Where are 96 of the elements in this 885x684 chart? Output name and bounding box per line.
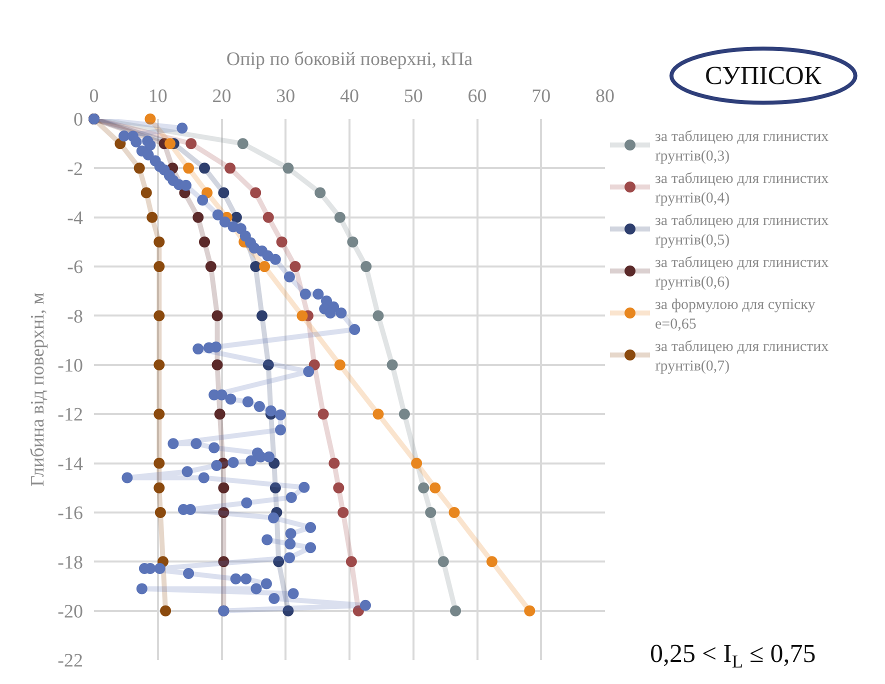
point xyxy=(372,408,384,420)
point xyxy=(154,506,166,518)
text: 0,25 < I$_{L}$ ≤ 0,75 xyxy=(650,639,816,672)
y-tick-label: -8 xyxy=(67,306,83,328)
legend-label: за таблицею для глинистих ґрунтів(0,3) xyxy=(655,129,830,165)
point xyxy=(276,236,288,248)
point xyxy=(334,212,346,223)
point xyxy=(425,506,436,518)
point xyxy=(360,261,372,272)
x-tick-label: 0 xyxy=(89,86,99,108)
point xyxy=(154,359,165,370)
point xyxy=(270,482,281,494)
x-tick-label: 30 xyxy=(276,86,296,108)
point xyxy=(398,408,410,420)
point xyxy=(333,482,344,494)
point xyxy=(237,138,248,150)
point xyxy=(411,458,422,469)
point xyxy=(450,605,462,616)
point xyxy=(256,310,268,322)
point xyxy=(212,310,223,322)
point xyxy=(154,236,165,248)
point xyxy=(186,138,197,150)
point xyxy=(282,605,294,616)
y-axis-title: Глибина від поверхні, м xyxy=(28,292,49,486)
x-tick-label: 50 xyxy=(404,86,423,108)
legend-label: за таблицею для глинистих ґрунтів(0,5) xyxy=(655,213,830,249)
legend-label: за таблицею для глинистих ґрунтів(0,7) xyxy=(655,339,830,375)
point xyxy=(290,261,301,272)
point xyxy=(212,359,223,370)
y-tick-label: -10 xyxy=(58,356,83,377)
point xyxy=(524,605,536,616)
point xyxy=(328,458,340,469)
point xyxy=(372,310,384,322)
point xyxy=(352,605,364,616)
point xyxy=(154,408,165,420)
x-tick-label: 80 xyxy=(596,86,614,108)
text: СУПІСОК xyxy=(705,61,822,90)
y-tick-label: -4 xyxy=(67,208,84,230)
point xyxy=(486,556,498,568)
y-tick-label: -22 xyxy=(58,650,83,672)
point xyxy=(273,556,284,568)
y-tick-label: -20 xyxy=(58,601,83,622)
point xyxy=(199,162,210,174)
y-tick-label: -16 xyxy=(58,503,83,524)
point xyxy=(262,359,274,370)
point xyxy=(183,162,194,174)
x-axis-title: Опір по боковій поверхні, кПа xyxy=(226,49,474,70)
point xyxy=(386,359,398,370)
point xyxy=(160,605,172,616)
point xyxy=(296,310,308,322)
point xyxy=(146,212,158,223)
point xyxy=(282,162,294,174)
point xyxy=(314,187,326,198)
point xyxy=(154,482,165,494)
point xyxy=(438,556,449,568)
x-tick-label: 70 xyxy=(532,86,551,108)
point xyxy=(262,212,274,223)
point xyxy=(430,482,441,494)
point xyxy=(250,261,262,272)
y-tick-label: -2 xyxy=(67,158,83,180)
point xyxy=(154,458,165,469)
y-tick-label: -14 xyxy=(58,454,84,475)
point xyxy=(418,482,430,494)
point xyxy=(218,506,230,518)
point xyxy=(224,162,236,174)
point xyxy=(192,212,204,223)
point xyxy=(199,236,210,248)
x-tick-label: 20 xyxy=(212,86,232,108)
point xyxy=(448,506,460,518)
point xyxy=(218,187,230,198)
point xyxy=(134,162,145,174)
point xyxy=(218,482,230,494)
legend-label: за таблицею для глинистих ґрунтів(0,4) xyxy=(655,171,830,207)
y-tick-label: -18 xyxy=(58,552,83,574)
point xyxy=(144,114,156,124)
y-tick-label: 0 xyxy=(74,110,83,131)
x-tick-label: 40 xyxy=(340,86,359,108)
point xyxy=(318,408,329,420)
y-tick-label: -6 xyxy=(67,257,83,278)
point xyxy=(338,506,349,518)
x-tick-label: 10 xyxy=(148,86,168,108)
point xyxy=(214,408,226,420)
point xyxy=(154,310,165,322)
point xyxy=(250,187,262,198)
point xyxy=(218,556,230,568)
point xyxy=(140,187,152,198)
point xyxy=(154,261,165,272)
x-tick-label: 60 xyxy=(468,86,487,108)
point xyxy=(346,556,357,568)
point xyxy=(334,359,346,370)
point xyxy=(205,261,216,272)
point xyxy=(164,138,176,150)
point xyxy=(259,261,270,272)
y-tick-label: -12 xyxy=(58,404,83,426)
point xyxy=(347,236,358,248)
legend-label: за таблицею для глинистих ґрунтів(0,6) xyxy=(655,255,830,291)
